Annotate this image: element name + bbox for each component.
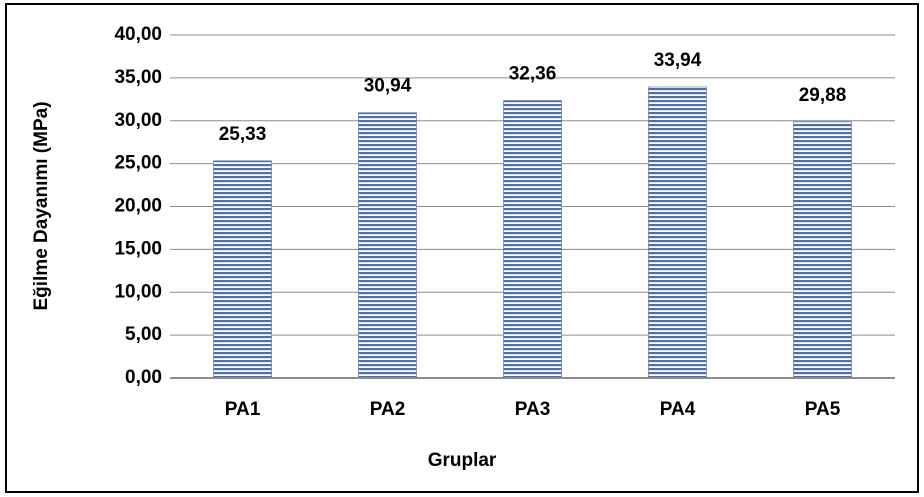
data-label: 25,33 (219, 124, 267, 145)
bar (358, 112, 417, 379)
x-tick-label: PA4 (660, 399, 696, 420)
y-tick-label: 5,00 (125, 324, 162, 345)
x-tick-label: PA3 (515, 399, 551, 420)
frame (5, 3, 919, 493)
bar (648, 86, 707, 379)
data-label: 30,94 (364, 76, 412, 97)
data-label: 29,88 (799, 85, 847, 106)
y-tick-label: 0,00 (125, 367, 162, 388)
x-tick-label: PA5 (805, 399, 841, 420)
y-tick-label: 25,00 (114, 153, 162, 174)
data-label: 32,36 (509, 64, 557, 85)
y-tick-label: 40,00 (114, 24, 162, 45)
x-axis-title: Gruplar (428, 450, 497, 471)
x-tick-label: PA1 (225, 399, 261, 420)
y-tick-label: 20,00 (114, 196, 162, 217)
data-label: 33,94 (654, 50, 702, 71)
y-tick-label: 35,00 (114, 67, 162, 88)
bar (793, 121, 852, 379)
bar (213, 160, 272, 379)
y-tick-label: 15,00 (114, 238, 162, 259)
y-tick-label: 10,00 (114, 281, 162, 302)
y-tick-label: 30,00 (114, 110, 162, 131)
bar (503, 100, 562, 379)
x-tick-label: PA2 (370, 399, 406, 420)
y-axis-title: Eğilme Dayanımı (MPa) (31, 101, 52, 310)
